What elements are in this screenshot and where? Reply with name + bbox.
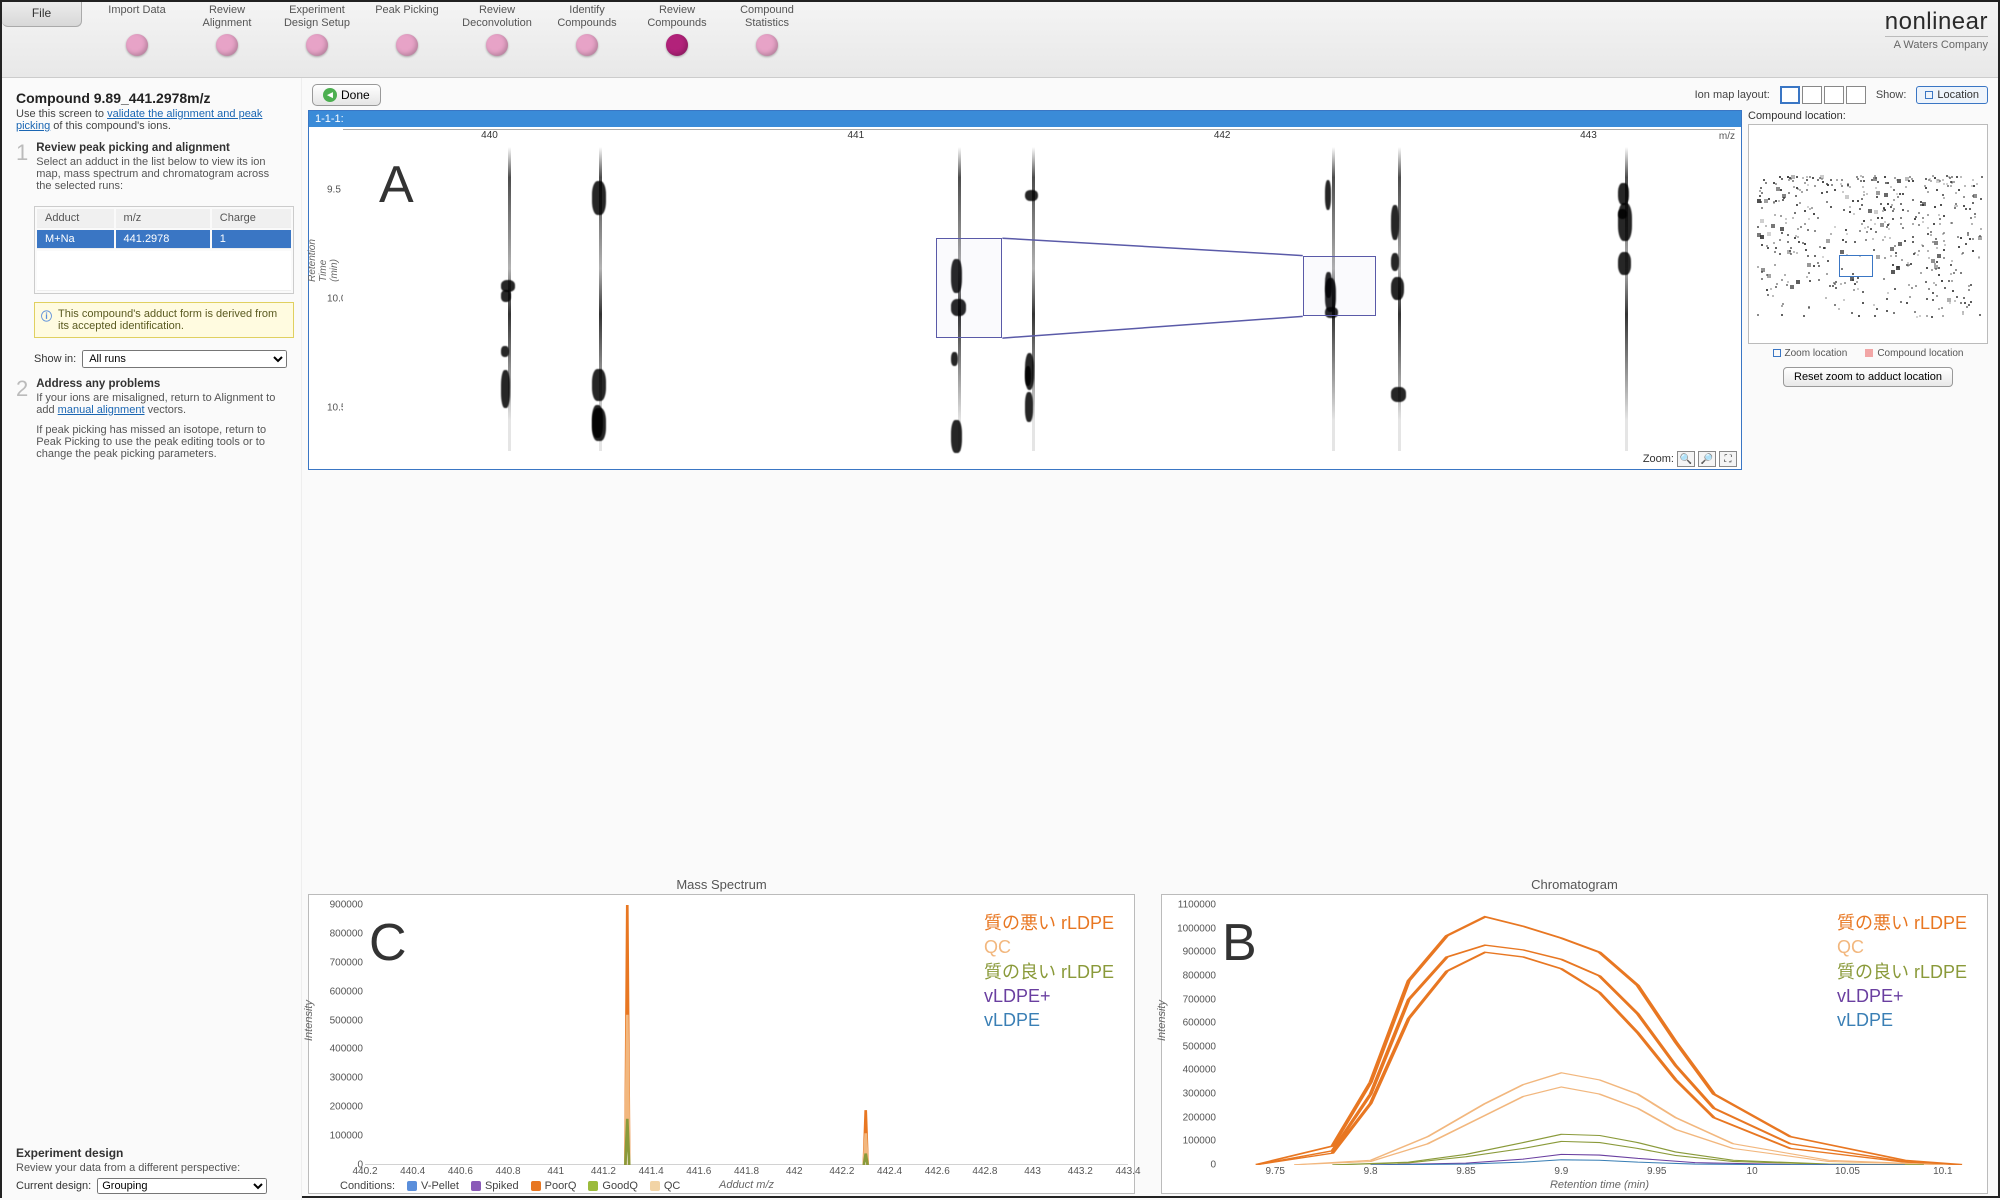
layout-3x3-button[interactable]	[1846, 86, 1866, 104]
step1-number: 1	[16, 142, 28, 192]
showin-label: Show in:	[34, 353, 76, 365]
brand-logo: nonlinear A Waters Company	[1885, 8, 1988, 51]
workflow-step[interactable]: IdentifyCompounds	[542, 2, 632, 56]
layout-1x1-button[interactable]	[1780, 86, 1800, 104]
step2-desc1: If your ions are misaligned, return to A…	[36, 392, 287, 416]
expdesign-label: Current design:	[16, 1180, 91, 1192]
square-icon	[1925, 91, 1933, 99]
ionmap-header: 1-1-1:	[309, 111, 1741, 127]
show-label: Show:	[1876, 89, 1907, 101]
workflow-step[interactable]: Peak Picking	[362, 2, 452, 56]
overlay-letter-a: A	[379, 155, 414, 215]
location-toggle[interactable]: Location	[1916, 86, 1988, 104]
step1-desc: Select an adduct in the list below to vi…	[36, 156, 287, 192]
layout-2x2-button[interactable]	[1824, 86, 1844, 104]
layout-1x2-button[interactable]	[1802, 86, 1822, 104]
conditions-legend: Conditions: V-PelletSpikedPoorQGoodQQC	[340, 1180, 680, 1192]
condition-item: PoorQ	[531, 1180, 577, 1192]
compound-location-panel: Compound location: Zoom location Compoun…	[1748, 110, 1988, 869]
workflow-step[interactable]: ReviewCompounds	[632, 2, 722, 56]
workflow-step[interactable]: ExperimentDesign Setup	[272, 2, 362, 56]
condition-item: V-Pellet	[407, 1180, 459, 1192]
manual-alignment-link[interactable]: manual alignment	[58, 404, 145, 416]
condition-item: QC	[650, 1180, 681, 1192]
step2-number: 2	[16, 378, 28, 460]
expdesign-sub: Review your data from a different perspe…	[16, 1162, 287, 1174]
workflow-bar: File Import DataReviewAlignmentExperimen…	[2, 2, 1998, 78]
sidebar: Compound 9.89_441.2978m/z Use this scree…	[2, 78, 302, 1200]
done-button[interactable]: ◄ Done	[312, 84, 381, 106]
back-arrow-icon: ◄	[323, 88, 337, 102]
layout-buttons	[1780, 86, 1866, 104]
workflow-step[interactable]: CompoundStatistics	[722, 2, 812, 56]
step2-desc2: If peak picking has missed an isotope, r…	[36, 424, 287, 460]
condition-item: Spiked	[471, 1180, 519, 1192]
reset-zoom-button[interactable]: Reset zoom to adduct location	[1783, 367, 1953, 387]
zoom-fit-button[interactable]: ⛶	[1719, 451, 1737, 467]
condition-item: GoodQ	[588, 1180, 637, 1192]
info-icon: ⓘ	[41, 308, 52, 324]
minimap[interactable]	[1748, 124, 1988, 344]
adduct-row-selected[interactable]: M+Na 441.2978 1	[37, 230, 291, 249]
mass-spectrum-chart: Mass Spectrum C 質の悪い rLDPEQC質の良い rLDPEvL…	[308, 877, 1135, 1194]
step2-title: Address any problems	[36, 378, 287, 390]
zoom-in-button[interactable]: 🔍	[1677, 451, 1695, 467]
file-menu[interactable]: File	[2, 2, 82, 27]
chromatogram-chart: Chromatogram B 質の悪い rLDPEQC質の良い rLDPEvLD…	[1161, 877, 1988, 1194]
compound-title: Compound 9.89_441.2978m/z	[16, 90, 287, 106]
workflow-step[interactable]: ReviewAlignment	[182, 2, 272, 56]
minimap-selection	[1839, 255, 1873, 277]
zoom-out-button[interactable]: 🔎	[1698, 451, 1716, 467]
expdesign-title: Experiment design	[16, 1146, 287, 1160]
adduct-table[interactable]: Adduct m/z Charge M+Na 441.2978 1	[34, 206, 294, 294]
expdesign-select[interactable]: Grouping	[97, 1178, 267, 1194]
zoom-controls: Zoom: 🔍 🔎 ⛶	[1643, 451, 1737, 467]
ionmap-ylabel: Retention Time (min)	[307, 239, 340, 282]
step1-title: Review peak picking and alignment	[36, 142, 287, 154]
info-message: ⓘ This compound's adduct form is derived…	[34, 302, 294, 338]
showin-select[interactable]: All runs	[82, 350, 287, 368]
workflow-step[interactable]: Import Data	[92, 2, 182, 56]
layout-label: Ion map layout:	[1695, 89, 1770, 101]
workflow-step[interactable]: ReviewDeconvolution	[452, 2, 542, 56]
ion-map[interactable]: 1-1-1: m/z 440441442443 Retention Time (…	[308, 110, 1742, 470]
help-text: Use this screen to validate the alignmen…	[16, 108, 287, 132]
